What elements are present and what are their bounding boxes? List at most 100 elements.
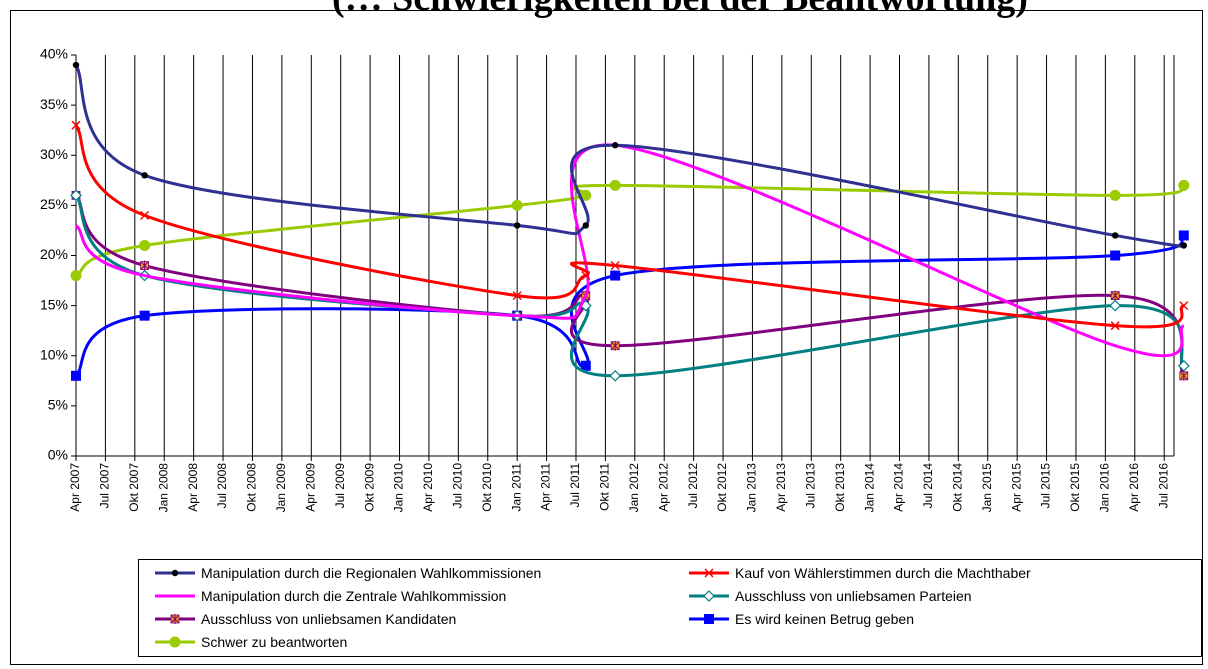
x-tick-label: Jul 2012 [686,463,700,509]
x-tick-label: Apr 2009 [303,463,317,512]
legend-swatch-marker [171,569,179,577]
y-tick-label: 15% [40,296,68,312]
data-point [140,260,150,271]
data-point [1180,242,1188,249]
series-line [74,234,1185,377]
data-point [140,210,150,220]
legend-label: Ausschluss von unliebsamen Parteien [735,588,972,604]
x-tick-label: Jul 2007 [98,463,112,509]
x-tick-label: Jul 2008 [215,463,229,509]
y-tick-label: 20% [40,246,68,262]
legend-item: Schwer zu beantworten [153,631,347,653]
data-point [139,239,151,251]
x-tick-label: Jan 2013 [745,463,759,513]
legend-item: Ausschluss von unliebsamen Parteien [687,585,972,607]
x-tick-label: Okt 2009 [362,463,376,512]
data-point [610,340,620,351]
data-point [1109,299,1122,312]
x-tick-label: Okt 2010 [480,463,494,512]
data-point [609,179,621,191]
legend-label: Manipulation durch die Zentrale Wahlkomm… [201,588,507,604]
data-point [580,360,591,371]
x-tick-label: Apr 2011 [539,463,553,511]
x-tick-label: Jan 2011 [509,463,523,512]
x-tick-label: Apr 2014 [892,463,906,512]
data-point [609,369,622,382]
y-tick-label: 5% [48,397,68,413]
data-point [1178,230,1189,241]
x-tick-label: Apr 2007 [68,463,82,512]
chart-title: (… Schwierigkeiten bei der Beantwortung) [330,0,1030,20]
data-point [1110,321,1120,331]
data-point [70,270,82,282]
x-tick-label: Okt 2008 [245,463,259,512]
x-tick-label: Jan 2008 [156,463,170,513]
data-point [1109,189,1121,201]
legend-swatch-marker [703,590,715,602]
data-point [610,260,620,271]
x-tick-label: Jul 2014 [921,463,935,509]
data-point [70,189,82,202]
legend-swatch [155,614,195,624]
x-tick-label: Apr 2016 [1127,463,1141,512]
series-line [74,64,1185,248]
legend-swatch-marker [704,614,714,624]
legend-swatch [155,636,195,648]
x-tick-label: Jul 2015 [1039,463,1053,509]
legend-label: Kauf von Wählerstimmen durch die Machtha… [735,565,1031,581]
data-point [71,370,81,381]
x-tick-label: Jan 2012 [627,463,641,513]
data-point [513,222,521,229]
x-tick-label: Okt 2014 [950,463,964,512]
x-tick-label: Jan 2010 [392,463,406,513]
y-tick-label: 35% [40,96,68,112]
x-tick-label: Okt 2007 [127,463,141,512]
y-tick-label: 40% [40,46,68,62]
x-tick-label: Okt 2011 [598,463,612,511]
x-tick-label: Okt 2012 [715,463,729,512]
data-point [141,172,148,179]
data-point [582,222,589,229]
series-line [74,143,1185,358]
x-tick-label: Jan 2016 [1098,463,1112,513]
legend-swatch [689,590,729,602]
x-tick-label: Jul 2016 [1156,463,1170,509]
legend-swatch-marker [704,568,714,578]
chart-legend: Manipulation durch die Regionalen Wahlko… [138,559,1202,657]
legend-label: Manipulation durch die Regionalen Wahlko… [201,565,542,581]
x-tick-label: Apr 2012 [656,463,670,512]
x-tick-label: Jul 2013 [803,463,817,509]
x-tick-label: Jan 2015 [980,463,994,513]
chart-plot: Apr 2007 Jul 2007 Okt 2007 Jan 2008 Apr 2008… [40,46,1190,513]
y-tick-label: 25% [40,196,68,212]
data-point [72,61,80,69]
legend-swatch-marker [170,614,180,624]
legend-swatch [155,569,195,577]
x-tick-label: Jul 2009 [333,463,347,509]
legend-item: Manipulation durch die Regionalen Wahlko… [153,562,541,584]
data-point [1177,359,1190,372]
data-point [1179,301,1189,311]
legend-item: Es wird keinen Betrug geben [687,608,914,630]
x-tick-label: Okt 2015 [1068,463,1082,512]
y-tick-label: 10% [40,346,68,362]
legend-item: Kauf von Wählerstimmen durch die Machtha… [687,562,1031,584]
legend-item: Manipulation durch die Zentrale Wahlkomm… [153,585,506,607]
chart-frame: Apr 2007 Jul 2007 Okt 2007 Jan 2008 Apr 2008… [10,10,1203,665]
legend-swatch [689,614,729,624]
x-tick-label: Apr 2015 [1009,463,1023,512]
legend-swatch [155,594,195,598]
x-tick-label: Jan 2009 [274,463,288,513]
x-tick-label: Apr 2010 [421,463,435,512]
legend-swatch [689,568,729,578]
data-point [580,189,592,201]
data-point [139,310,150,321]
data-point [1179,370,1189,381]
y-tick-label: 0% [48,447,68,463]
data-point [611,142,619,149]
data-point [1178,179,1190,191]
x-tick-label: Okt 2013 [833,463,847,512]
legend-label: Ausschluss von unliebsamen Kandidaten [201,611,457,627]
data-point [511,199,523,211]
x-tick-label: Jul 2010 [451,463,465,509]
